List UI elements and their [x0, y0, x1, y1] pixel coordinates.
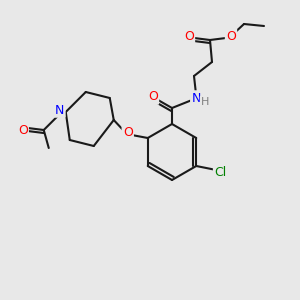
Text: H: H [201, 97, 209, 107]
Text: O: O [226, 29, 236, 43]
Text: N: N [55, 103, 64, 116]
Text: Cl: Cl [214, 166, 226, 178]
Text: N: N [191, 92, 201, 104]
Text: O: O [123, 127, 133, 140]
Text: O: O [184, 29, 194, 43]
Text: O: O [148, 91, 158, 103]
Text: O: O [18, 124, 28, 137]
